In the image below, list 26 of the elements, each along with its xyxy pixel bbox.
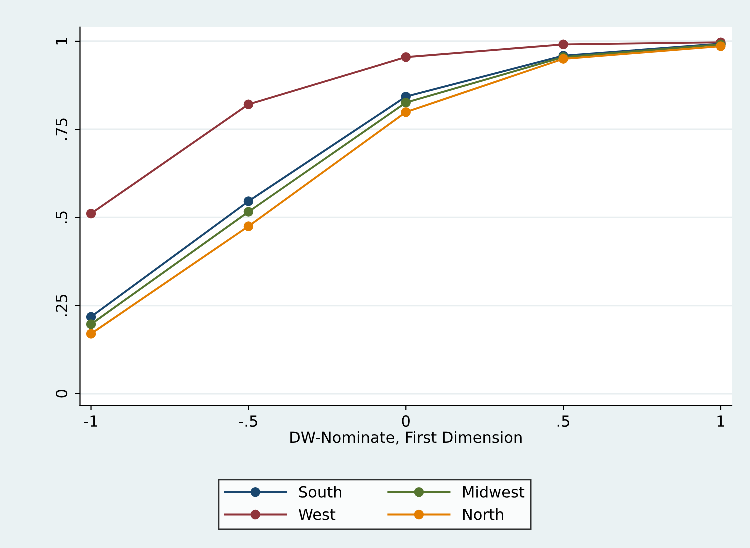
point	[86, 320, 96, 330]
legend-label: South	[299, 486, 342, 498]
point	[401, 98, 411, 108]
point	[244, 222, 254, 232]
x-tick-label: 0	[402, 416, 410, 428]
x-tick-label: 1	[718, 416, 724, 427]
legend-label: North	[463, 508, 504, 520]
point	[244, 196, 254, 206]
x-axis-title: DW-Nominate, First Dimension	[290, 431, 522, 445]
point	[244, 100, 254, 110]
point	[401, 107, 411, 118]
y-tick-label: 1	[56, 38, 68, 45]
point	[401, 52, 411, 62]
x-tick-label: -1	[84, 416, 98, 427]
legend-label: Midwest	[463, 486, 525, 498]
point	[558, 40, 568, 50]
x-tick-label: -.5	[239, 416, 258, 428]
legend-label: West	[298, 508, 336, 520]
point	[86, 208, 96, 219]
y-tick-label: 0	[56, 390, 68, 398]
point	[86, 329, 96, 339]
y-tick-label: .5	[56, 212, 68, 224]
x-tick-label: .5	[558, 416, 570, 428]
y-tick-label: .75	[56, 118, 68, 140]
point	[244, 207, 254, 217]
y-tick-label: .25	[56, 294, 68, 316]
